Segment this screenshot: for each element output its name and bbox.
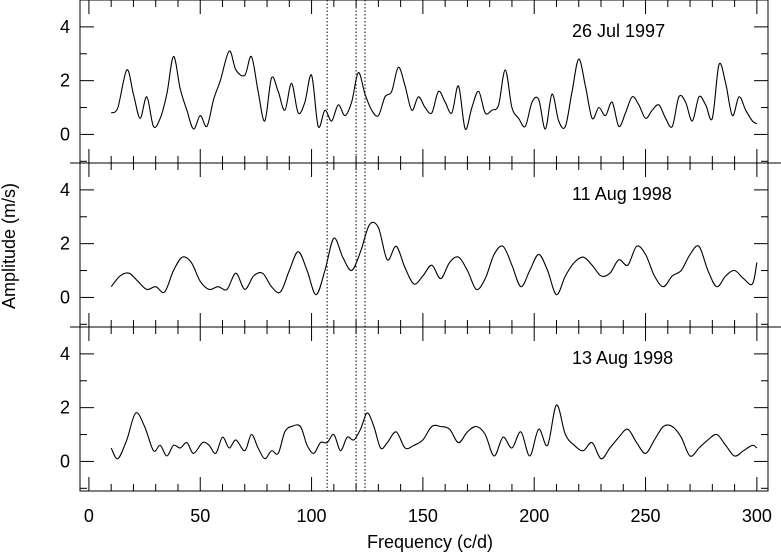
y-tick-label: 0: [60, 287, 70, 307]
labels: 0 50 100 150 200 250 300 0 2 4 0 2 4 0 2 4 26 Jul 1997 11…: [60, 17, 772, 526]
y-tick-label: 0: [60, 124, 70, 144]
y-tick-label: 0: [60, 451, 70, 471]
x-tick-label: 250: [631, 506, 661, 526]
panel-frames: [70, 0, 781, 492]
y-tick-label: 2: [60, 234, 70, 254]
panel-label: 13 Aug 1998: [572, 348, 673, 368]
panel-label: 26 Jul 1997: [572, 21, 665, 41]
series-lines: [110, 50, 758, 460]
y-tick-label: 2: [60, 398, 70, 418]
y-axis-label: Amplitude (m/s): [0, 183, 19, 309]
y-tick-label: 4: [60, 180, 70, 200]
x-tick-label: 0: [84, 506, 94, 526]
series-line-panel-1: [110, 50, 758, 130]
series-line-panel-2: [110, 221, 758, 296]
x-tick-label: 100: [297, 506, 327, 526]
x-tick-label: 300: [742, 506, 772, 526]
y-tick-label: 4: [60, 17, 70, 37]
plot-frame: [79, 0, 769, 492]
y-tick-label: 2: [60, 71, 70, 91]
panel-label: 11 Aug 1998: [572, 184, 672, 204]
axis-ticks: [80, 0, 768, 491]
y-tick-label: 4: [60, 344, 70, 364]
series-line-panel-3: [110, 404, 758, 460]
x-tick-label: 150: [408, 506, 438, 526]
x-tick-label: 50: [190, 506, 210, 526]
x-axis-label: Frequency (c/d): [367, 532, 493, 552]
x-tick-label: 200: [519, 506, 549, 526]
